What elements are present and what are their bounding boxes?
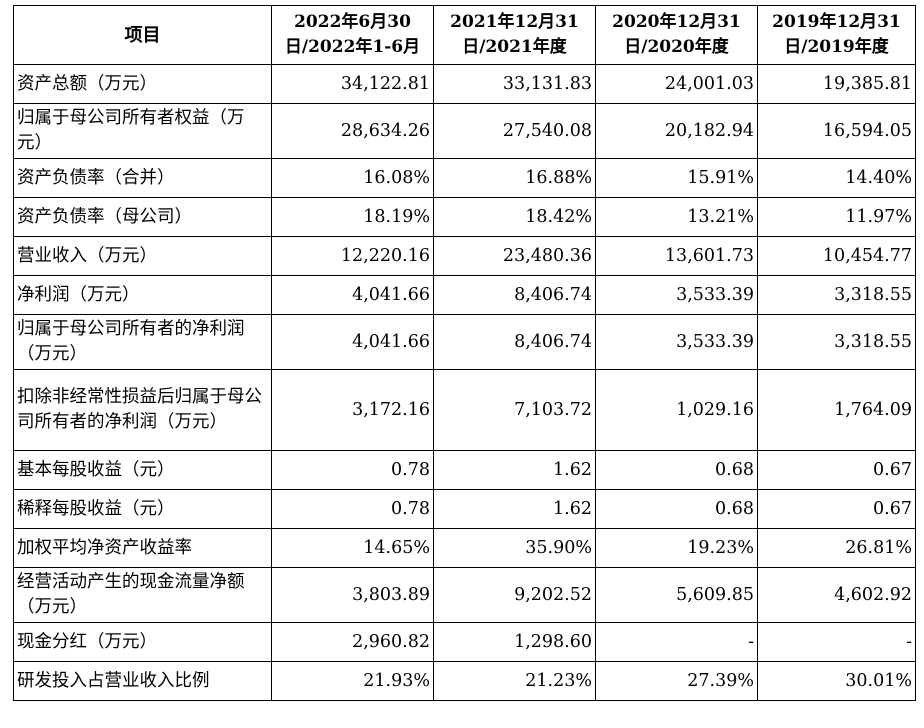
table-row: 归属于母公司所有者的净利润（万元） 4,041.66 8,406.74 3,53… bbox=[13, 314, 916, 370]
table-cell: 12,220.16 bbox=[271, 236, 434, 276]
table-cell: 0.68 bbox=[595, 450, 758, 490]
table-cell: 0.67 bbox=[757, 450, 916, 490]
table-row: 营业收入（万元） 12,220.16 23,480.36 13,601.73 1… bbox=[13, 236, 916, 276]
table-cell: 0.67 bbox=[757, 489, 916, 529]
row-label: 基本每股收益（元） bbox=[13, 450, 272, 490]
table-cell: 0.78 bbox=[271, 489, 434, 529]
table-row: 资产总额（万元） 34,122.81 33,131.83 24,001.03 1… bbox=[13, 64, 916, 104]
table-cell: 1.62 bbox=[433, 489, 596, 529]
table-cell: 3,318.55 bbox=[757, 275, 916, 315]
table-cell: 8,406.74 bbox=[433, 314, 596, 370]
table-cell: 14.40% bbox=[757, 158, 916, 198]
table-row: 资产负债率（合并） 16.08% 16.88% 15.91% 14.40% bbox=[13, 158, 916, 198]
table-cell: 1,029.16 bbox=[595, 369, 758, 451]
header-2020: 2020年12月31日/2020年度 bbox=[595, 5, 758, 65]
table-cell: - bbox=[757, 622, 916, 662]
table-cell: 3,533.39 bbox=[595, 275, 758, 315]
row-label: 归属于母公司所有者的净利润（万元） bbox=[13, 314, 272, 370]
row-label: 研发投入占营业收入比例 bbox=[13, 661, 272, 701]
table-cell: 26.81% bbox=[757, 528, 916, 568]
table-cell: 21.23% bbox=[433, 661, 596, 701]
table-row: 现金分红（万元） 2,960.82 1,298.60 - - bbox=[13, 622, 916, 662]
table-cell: - bbox=[595, 622, 758, 662]
header-2021: 2021年12月31日/2021年度 bbox=[433, 5, 596, 65]
table-cell: 21.93% bbox=[271, 661, 434, 701]
table-cell: 15.91% bbox=[595, 158, 758, 198]
row-label: 净利润（万元） bbox=[13, 275, 272, 315]
table-cell: 0.68 bbox=[595, 489, 758, 529]
table-cell: 3,533.39 bbox=[595, 314, 758, 370]
header-2022h1: 2022年6月30日/2022年1-6月 bbox=[271, 5, 434, 65]
row-label: 归属于母公司所有者权益（万元） bbox=[13, 103, 272, 159]
table-cell: 5,609.85 bbox=[595, 567, 758, 623]
table-row: 净利润（万元） 4,041.66 8,406.74 3,533.39 3,318… bbox=[13, 275, 916, 315]
table-cell: 2,960.82 bbox=[271, 622, 434, 662]
table-row: 经营活动产生的现金流量净额（万元） 3,803.89 9,202.52 5,60… bbox=[13, 567, 916, 623]
row-label: 现金分红（万元） bbox=[13, 622, 272, 662]
table-cell: 4,041.66 bbox=[271, 314, 434, 370]
row-label: 稀释每股收益（元） bbox=[13, 489, 272, 529]
table-cell: 27.39% bbox=[595, 661, 758, 701]
table-cell: 33,131.83 bbox=[433, 64, 596, 104]
table-cell: 10,454.77 bbox=[757, 236, 916, 276]
table-cell: 19,385.81 bbox=[757, 64, 916, 104]
table-cell: 0.78 bbox=[271, 450, 434, 490]
table-cell: 9,202.52 bbox=[433, 567, 596, 623]
header-item: 项目 bbox=[13, 5, 272, 65]
table-cell: 27,540.08 bbox=[433, 103, 596, 159]
row-label: 加权平均净资产收益率 bbox=[13, 528, 272, 568]
table-row: 稀释每股收益（元） 0.78 1.62 0.68 0.67 bbox=[13, 489, 916, 529]
row-label: 资产总额（万元） bbox=[13, 64, 272, 104]
table-row: 基本每股收益（元） 0.78 1.62 0.68 0.67 bbox=[13, 450, 916, 490]
table-cell: 4,041.66 bbox=[271, 275, 434, 315]
table-cell: 16.08% bbox=[271, 158, 434, 198]
table-cell: 19.23% bbox=[595, 528, 758, 568]
table-cell: 18.19% bbox=[271, 197, 434, 237]
table-row: 资产负债率（母公司） 18.19% 18.42% 13.21% 11.97% bbox=[13, 197, 916, 237]
table-cell: 3,318.55 bbox=[757, 314, 916, 370]
table-cell: 34,122.81 bbox=[271, 64, 434, 104]
header-2019: 2019年12月31日/2019年度 bbox=[757, 5, 916, 65]
table-cell: 4,602.92 bbox=[757, 567, 916, 623]
table-cell: 20,182.94 bbox=[595, 103, 758, 159]
table-cell: 7,103.72 bbox=[433, 369, 596, 451]
row-label: 营业收入（万元） bbox=[13, 236, 272, 276]
table-cell: 23,480.36 bbox=[433, 236, 596, 276]
table-cell: 1.62 bbox=[433, 450, 596, 490]
table-cell: 28,634.26 bbox=[271, 103, 434, 159]
row-label: 扣除非经常性损益后归属于母公司所有者的净利润（万元） bbox=[13, 369, 272, 451]
table-row: 加权平均净资产收益率 14.65% 35.90% 19.23% 26.81% bbox=[13, 528, 916, 568]
table-cell: 3,172.16 bbox=[271, 369, 434, 451]
financial-table-container: 项目 2022年6月30日/2022年1-6月 2021年12月31日/2021… bbox=[13, 5, 916, 701]
row-label: 资产负债率（合并） bbox=[13, 158, 272, 198]
table-cell: 16.88% bbox=[433, 158, 596, 198]
table-cell: 24,001.03 bbox=[595, 64, 758, 104]
table-cell: 1,298.60 bbox=[433, 622, 596, 662]
table-row: 归属于母公司所有者权益（万元） 28,634.26 27,540.08 20,1… bbox=[13, 103, 916, 159]
table-row: 扣除非经常性损益后归属于母公司所有者的净利润（万元） 3,172.16 7,10… bbox=[13, 369, 916, 451]
header-row: 项目 2022年6月30日/2022年1-6月 2021年12月31日/2021… bbox=[13, 5, 916, 65]
table-cell: 35.90% bbox=[433, 528, 596, 568]
row-label: 资产负债率（母公司） bbox=[13, 197, 272, 237]
row-label: 经营活动产生的现金流量净额（万元） bbox=[13, 567, 272, 623]
table-cell: 13,601.73 bbox=[595, 236, 758, 276]
table-cell: 18.42% bbox=[433, 197, 596, 237]
table-cell: 30.01% bbox=[757, 661, 916, 701]
table-cell: 8,406.74 bbox=[433, 275, 596, 315]
table-cell: 1,764.09 bbox=[757, 369, 916, 451]
table-cell: 3,803.89 bbox=[271, 567, 434, 623]
financial-indicators-table: 项目 2022年6月30日/2022年1-6月 2021年12月31日/2021… bbox=[13, 5, 916, 701]
table-cell: 13.21% bbox=[595, 197, 758, 237]
table-cell: 14.65% bbox=[271, 528, 434, 568]
table-cell: 16,594.05 bbox=[757, 103, 916, 159]
table-row: 研发投入占营业收入比例 21.93% 21.23% 27.39% 30.01% bbox=[13, 661, 916, 701]
table-cell: 11.97% bbox=[757, 197, 916, 237]
